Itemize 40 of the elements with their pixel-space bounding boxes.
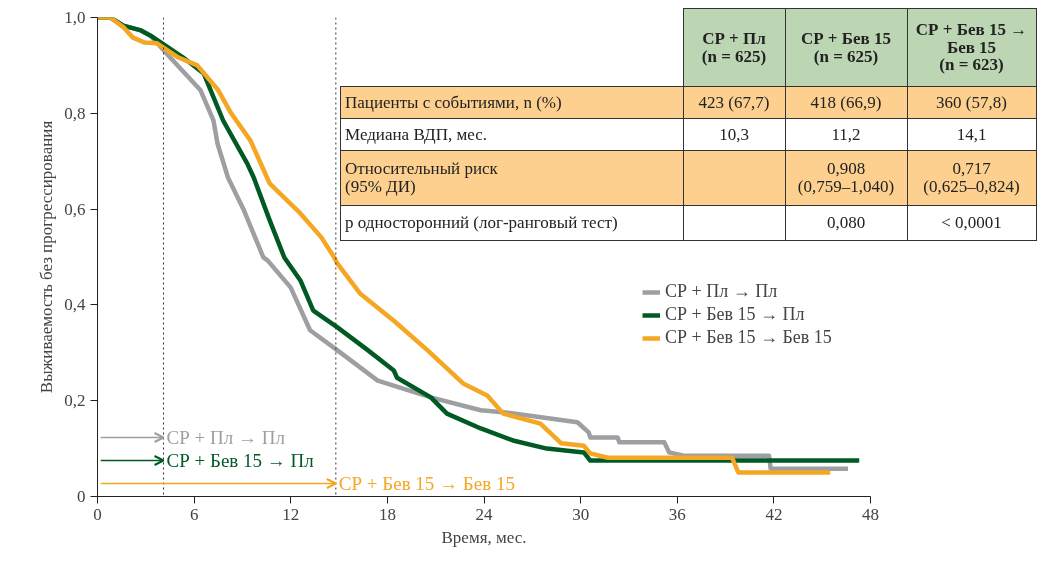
y-tick-label: 0,2 bbox=[64, 391, 86, 411]
text: 360 (57,8) bbox=[936, 92, 1007, 112]
text: 0,717 (0,625–0,824) bbox=[923, 159, 1020, 196]
x-tick-label: 0 bbox=[93, 504, 102, 524]
x-tick-label: 12 bbox=[282, 504, 300, 524]
x-tick-label: 48 bbox=[862, 504, 879, 524]
x-tick-label: 36 bbox=[668, 504, 686, 524]
annotation: Относительный риск (95% ДИ) bbox=[340, 150, 683, 206]
annotation: Медиана ВДП, мес. bbox=[340, 118, 683, 151]
annotation: СР + Пл → Пл bbox=[166, 427, 286, 448]
x-tick-label: 6 bbox=[189, 504, 199, 524]
y-tick-label: 0,4 bbox=[64, 295, 86, 315]
annotation: 0,908 (0,759–1,040) bbox=[785, 150, 907, 206]
x-tick-label: 30 bbox=[572, 504, 590, 524]
annotation: p односторонний (лог-ранговый тест) bbox=[340, 205, 683, 241]
annotation: 418 (66,9) bbox=[785, 86, 907, 119]
annotation: СР + Бев 15 (n = 625) bbox=[785, 8, 907, 87]
annotation: 0,080 bbox=[785, 205, 907, 241]
annotation: СР + Бев 15 → Пл bbox=[166, 450, 315, 471]
legend-label: СР + Бев 15 → Пл bbox=[665, 304, 805, 325]
x-axis-title: Время, мес. bbox=[441, 527, 527, 547]
annotation: 11,2 bbox=[785, 118, 907, 151]
annotation: СР + Пл (n = 625) bbox=[683, 8, 785, 87]
annotation: 10,3 bbox=[683, 118, 785, 151]
text: СР + Бев 15 → Бев 15 (n = 623) bbox=[915, 19, 1028, 75]
annotation: 423 (67,7) bbox=[683, 86, 785, 119]
legend-label: СР + Бев 15 → Бев 15 bbox=[665, 327, 832, 348]
y-tick-label: 0 bbox=[77, 487, 86, 506]
annotation: СР + Бев 15 → Бев 15 bbox=[338, 473, 515, 494]
x-tick-label: 24 bbox=[475, 504, 493, 524]
y-tick-label: 0,6 bbox=[64, 199, 86, 219]
annotation: Пациенты с событиями, n (%) bbox=[340, 86, 683, 119]
legend-label: СР + Пл → Пл bbox=[665, 281, 778, 302]
y-axis-title: Выживаемость без прогрессирования bbox=[37, 120, 57, 394]
y-tick-label: 1,0 bbox=[64, 8, 86, 27]
text: 14,1 bbox=[956, 124, 987, 144]
x-tick-label: 18 bbox=[378, 504, 396, 524]
text: < 0,0001 bbox=[941, 213, 1002, 233]
y-tick-label: 0,8 bbox=[64, 103, 86, 123]
x-tick-label: 42 bbox=[765, 504, 783, 524]
